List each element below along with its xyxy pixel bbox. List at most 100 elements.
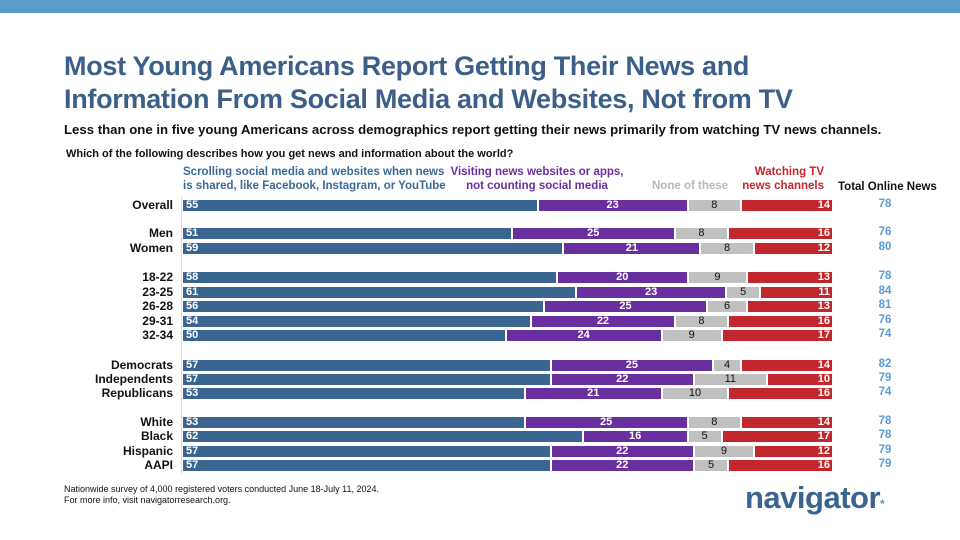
total-online-news-value: 79 [878, 458, 892, 470]
bar-segment-tv: 13 [748, 300, 832, 312]
bar-segment-tv: 16 [729, 227, 832, 239]
row-label: Women [129, 241, 173, 255]
bar-segment-none: 8 [688, 416, 740, 428]
row-label: Republicans [101, 386, 173, 400]
total-online-news-value: 76 [878, 226, 892, 238]
subtitle: Less than one in five young Americans ac… [64, 122, 882, 137]
bar-segment-tv: 16 [729, 459, 832, 471]
total-online-news-value: 81 [878, 299, 892, 311]
total-online-news-value: 74 [878, 386, 892, 398]
bar-segment-none: 8 [701, 242, 753, 254]
legend-social-line2: is shared, like Facebook, Instagram, or … [183, 180, 446, 192]
bar-segment-websites: 25 [525, 416, 687, 428]
row-label: 32-34 [142, 328, 173, 342]
title-line-2: Information From Social Media and Websit… [64, 84, 793, 114]
bar-segment-social: 57 [183, 459, 550, 471]
total-online-news-value: 82 [878, 358, 892, 370]
total-online-news-value: 78 [878, 198, 892, 210]
bar-segment-social: 55 [183, 199, 537, 211]
total-online-news-value: 80 [878, 241, 892, 253]
bar-segment-none: 9 [694, 445, 753, 457]
row-label: Overall [132, 198, 173, 212]
bar-segment-websites: 22 [551, 459, 693, 471]
bar-segment-websites: 23 [577, 286, 726, 298]
row-label: Hispanic [122, 444, 173, 458]
bar-segment-tv: 17 [722, 329, 832, 341]
bar-segment-none: 8 [688, 199, 740, 211]
bar-segment-tv: 17 [722, 430, 832, 442]
bar-segment-none: 4 [714, 359, 740, 371]
bar-segment-none: 9 [688, 271, 747, 283]
legend-websites: Visiting news websites or apps, not coun… [447, 165, 627, 193]
bar-segment-tv: 12 [754, 242, 832, 254]
bar-segment-websites: 20 [557, 271, 687, 283]
legend-social-line1: Scrolling social media and websites when… [183, 166, 445, 178]
legend-social: Scrolling social media and websites when… [183, 165, 446, 193]
total-online-news-value: 76 [878, 314, 892, 326]
bar-segment-none: 9 [662, 329, 721, 341]
total-online-news-value: 78 [878, 429, 892, 441]
bar-segment-none: 11 [694, 373, 766, 385]
row-label: Black [140, 429, 173, 443]
bar-segment-tv: 14 [741, 199, 832, 211]
row-label: 26-28 [142, 299, 173, 313]
bar-segment-tv: 13 [748, 271, 832, 283]
bar-segment-none: 8 [675, 315, 728, 327]
bar-segment-websites: 24 [506, 329, 661, 341]
total-online-news-header: Total Online News [838, 181, 937, 193]
bar-segment-social: 57 [183, 373, 550, 385]
row-label: Democrats [110, 358, 173, 372]
total-online-news-value: 84 [878, 285, 892, 297]
bar-segment-social: 53 [183, 387, 524, 399]
footnote-survey: Nationwide survey of 4,000 registered vo… [64, 484, 380, 494]
bar-segment-social: 57 [183, 359, 550, 371]
row-label: 29-31 [142, 314, 173, 328]
bar-segment-websites: 25 [551, 359, 713, 371]
legend-tv-line2: news channels [742, 180, 824, 192]
bar-segment-tv: 16 [729, 387, 832, 399]
bar-segment-none: 6 [707, 300, 747, 312]
top-band [0, 0, 960, 13]
bar-segment-social: 50 [183, 329, 505, 341]
bar-segment-social: 56 [183, 300, 544, 312]
bar-segment-websites: 16 [583, 430, 687, 442]
bar-segment-websites: 21 [564, 242, 700, 254]
bar-segment-tv: 10 [767, 373, 832, 385]
bar-segment-websites: 22 [551, 445, 693, 457]
bar-segment-websites: 25 [512, 227, 674, 239]
bar-segment-none: 5 [688, 430, 721, 442]
axis-line [181, 196, 182, 474]
bar-segment-none: 10 [662, 387, 728, 399]
row-label: White [140, 415, 173, 429]
bar-segment-tv: 12 [754, 445, 832, 457]
legend-tv-line1: Watching TV [754, 166, 824, 178]
bar-segment-social: 53 [183, 416, 524, 428]
bar-segment-tv: 16 [729, 315, 832, 327]
logo-text: navigator [745, 480, 881, 515]
bar-segment-social: 57 [183, 445, 550, 457]
page-title: Most Young Americans Report Getting Thei… [64, 50, 944, 116]
bar-segment-social: 58 [183, 271, 556, 283]
row-label: 23-25 [142, 285, 173, 299]
total-online-news-value: 79 [878, 372, 892, 384]
bar-segment-websites: 25 [545, 300, 706, 312]
question: Which of the following describes how you… [66, 148, 514, 160]
bar-segment-none: 8 [675, 227, 728, 239]
star-icon: * [880, 497, 885, 511]
bar-segment-social: 54 [183, 315, 531, 327]
bar-segment-social: 62 [183, 430, 582, 442]
navigator-logo: navigator* [745, 480, 885, 516]
title-line-1: Most Young Americans Report Getting Thei… [64, 51, 750, 81]
bar-segment-none: 5 [694, 459, 728, 471]
bar-segment-websites: 22 [532, 315, 674, 327]
footnote-link: For more info, visit navigatorresearch.o… [64, 495, 231, 505]
legend-none: None of these [652, 180, 729, 192]
row-label: Independents [94, 372, 173, 386]
bar-segment-none: 5 [727, 286, 760, 298]
bar-segment-tv: 14 [741, 359, 832, 371]
total-online-news-value: 78 [878, 415, 892, 427]
total-online-news-value: 79 [878, 444, 892, 456]
bar-segment-social: 59 [183, 242, 563, 254]
bar-segment-websites: 22 [551, 373, 693, 385]
